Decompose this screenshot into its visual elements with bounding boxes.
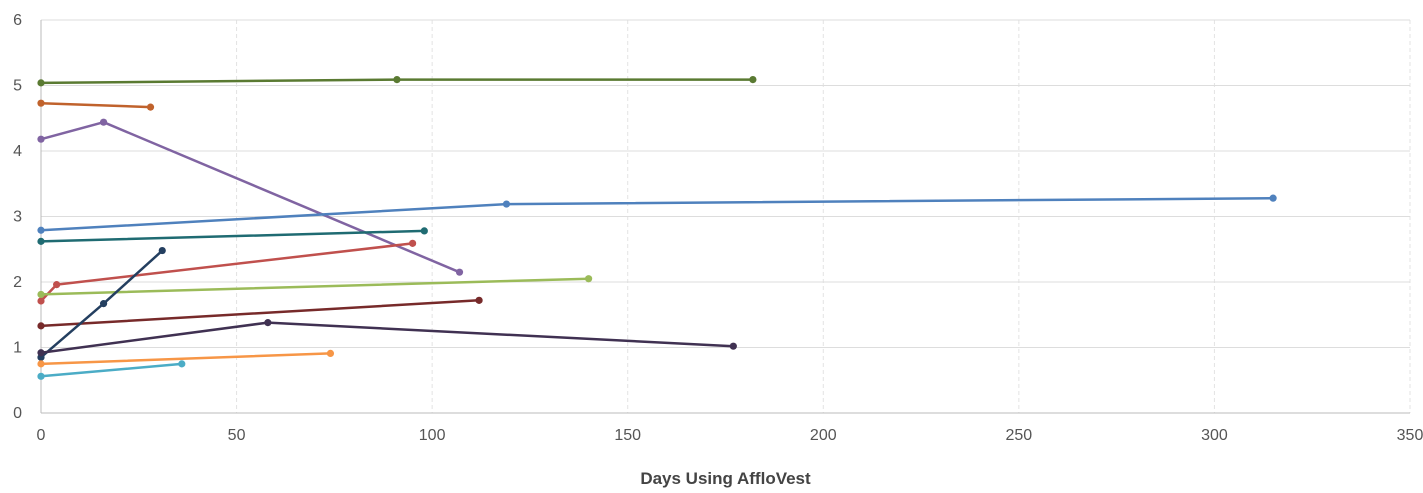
series-1-point-3 (749, 76, 757, 84)
series-10 (37, 319, 737, 357)
x-tick-label-5: 250 (1006, 427, 1033, 444)
series-3-line (39, 120, 461, 274)
series-4-point-3 (1269, 194, 1277, 202)
series-1-point-2 (393, 76, 401, 84)
x-tick-label-1: 50 (228, 427, 246, 444)
series-5-line (39, 229, 426, 243)
x-tick-label-7: 350 (1397, 427, 1423, 444)
series-6-point-3 (408, 239, 417, 247)
series-8-line (39, 299, 481, 328)
y-tick-label-6: 6 (13, 12, 22, 29)
series-3-point-2 (99, 118, 108, 126)
series-2 (37, 99, 155, 111)
data-series (37, 76, 1277, 380)
series-3-point-3 (455, 268, 464, 276)
series-11-line (39, 352, 332, 366)
series-11-point-1 (37, 360, 45, 368)
series-5-point-1 (37, 237, 45, 245)
series-7-line (39, 277, 590, 296)
gridlines (41, 19, 1411, 413)
series-12-line (39, 362, 184, 378)
series-7 (37, 275, 593, 299)
series-8-point-1 (37, 322, 45, 330)
series-7-point-2 (585, 275, 593, 283)
x-tick-label-3: 150 (614, 427, 641, 444)
series-1 (37, 76, 757, 87)
x-tick-label-0: 0 (37, 427, 46, 444)
series-2-point-1 (37, 99, 45, 107)
tick-labels: 0 50 100 150 200 250 300 350 0 1 2 3 4 5 6 (13, 12, 1423, 444)
y-tick-label-5: 5 (13, 78, 22, 95)
x-axis-title: Days Using AffloVest (640, 469, 811, 488)
series-7-point-1 (37, 290, 45, 299)
series-4 (37, 194, 1277, 234)
series-12-point-2 (178, 360, 186, 368)
series-12-point-1 (37, 372, 45, 380)
series-11 (37, 349, 335, 368)
series-9-point-3 (158, 246, 166, 255)
x-tick-label-2: 100 (419, 427, 446, 444)
series-2-line (39, 101, 152, 109)
series-5 (37, 227, 428, 245)
series-2-point-2 (146, 103, 155, 111)
series-4-point-2 (502, 200, 511, 208)
series-10-point-2 (264, 319, 272, 327)
y-tick-label-3: 3 (13, 209, 22, 226)
series-9-point-2 (99, 300, 108, 308)
series-6 (37, 239, 417, 305)
series-10-line (39, 321, 735, 354)
y-tick-label-0: 0 (13, 405, 22, 422)
series-10-point-1 (37, 349, 45, 357)
y-tick-label-2: 2 (13, 274, 22, 291)
series-4-point-1 (37, 226, 45, 234)
x-tick-label-4: 200 (810, 427, 837, 444)
series-10-point-3 (729, 342, 737, 350)
series-8-point-2 (475, 296, 483, 304)
series-12 (37, 360, 186, 380)
y-tick-label-1: 1 (13, 340, 22, 357)
series-11-point-2 (326, 349, 335, 357)
series-1-point-1 (37, 79, 45, 87)
series-4-line (39, 196, 1275, 232)
y-tick-label-4: 4 (13, 143, 22, 160)
series-6-point-1 (37, 297, 45, 305)
series-5-point-2 (420, 227, 428, 235)
series-3 (37, 118, 464, 276)
series-6-point-2 (53, 281, 61, 289)
x-tick-label-6: 300 (1201, 427, 1228, 444)
series-8 (37, 296, 483, 330)
series-3-point-1 (37, 135, 45, 143)
